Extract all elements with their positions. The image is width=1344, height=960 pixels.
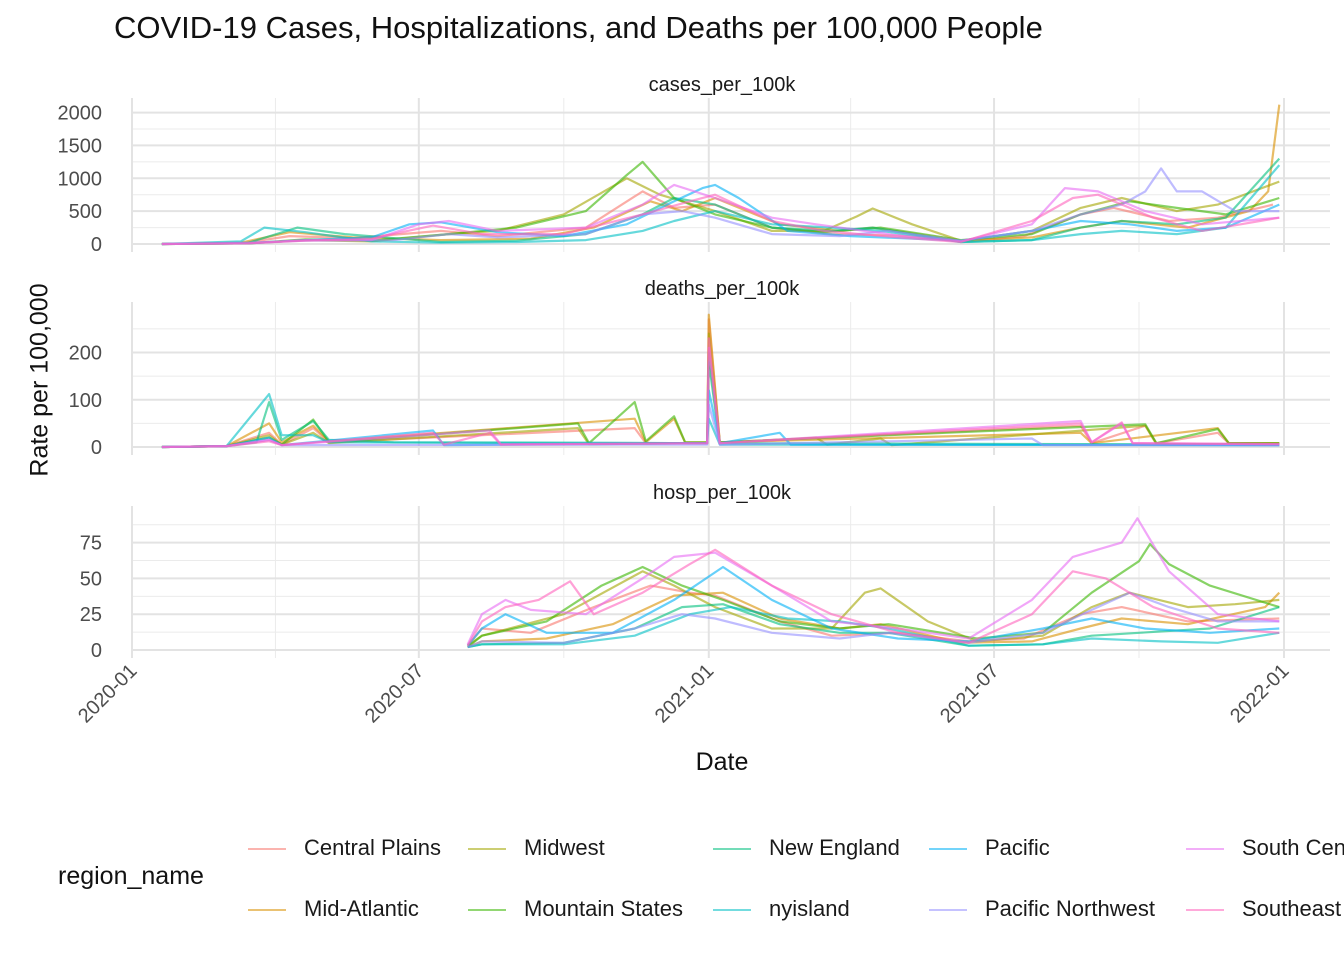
panel-strip-hosp: hosp_per_100k <box>653 482 791 504</box>
x-tick-label: 2020-01 <box>74 660 141 727</box>
legend-swatch <box>1186 909 1224 911</box>
series-line-mountain-states <box>161 351 1280 449</box>
series-line-southeast <box>161 337 1280 449</box>
legend-swatch <box>713 848 751 850</box>
legend-label: Southeast <box>1242 896 1342 921</box>
legend-swatch <box>468 848 506 850</box>
legend-label: Pacific Northwest <box>985 896 1155 921</box>
series-line-new-england <box>161 360 1280 449</box>
legend-swatch <box>713 909 751 911</box>
legend-swatch <box>929 909 967 911</box>
panel-hosp_per_100k: 0 25 50 75 <box>80 506 1330 662</box>
y-tick-label: 500 <box>69 201 102 223</box>
series-line-nyisland <box>161 393 1280 449</box>
series-line-south-cen <box>161 346 1280 449</box>
legend-swatch <box>929 848 967 850</box>
series-line-south-cen <box>466 517 1280 645</box>
y-tick-label: 1000 <box>58 168 103 190</box>
series-line-mountain-states <box>467 542 1280 648</box>
x-tick-label: 2021-07 <box>936 660 1003 727</box>
legend-swatch <box>468 909 506 911</box>
y-tick-label: 200 <box>69 343 102 365</box>
legend-swatch <box>1186 848 1224 850</box>
legend-label: Mountain States <box>524 896 683 921</box>
panel-deaths_per_100k: 0 100 200 <box>69 302 1330 459</box>
y-tick-label: 0 <box>91 437 102 459</box>
y-tick-label: 25 <box>80 604 102 626</box>
y-tick-label: 0 <box>91 640 102 662</box>
x-axis-label: Date <box>695 748 749 776</box>
legend-label: New England <box>769 835 900 860</box>
series-line-pacific-northwest <box>467 591 1280 649</box>
chart-title: COVID-19 Cases, Hospitalizations, and De… <box>114 10 1043 45</box>
legend-label: Mid-Atlantic <box>304 896 419 921</box>
legend-title: region_name <box>58 862 204 890</box>
legend-label: Pacific <box>985 835 1050 860</box>
series-line-pacific-northwest <box>161 167 1280 246</box>
x-tick-label: 2022-01 <box>1226 660 1293 727</box>
panel-cases_per_100k: 0 500 1000 1500 2000 <box>58 98 1330 256</box>
legend-label: nyisland <box>769 896 850 921</box>
y-tick-label: 1500 <box>58 135 103 157</box>
legend-swatch <box>248 848 286 850</box>
series-line-pacific <box>466 565 1280 647</box>
legend-label: Central Plains <box>304 835 441 860</box>
x-tick-label: 2020-07 <box>361 660 428 727</box>
panel-strip-cases: cases_per_100k <box>648 74 796 96</box>
y-tick-label: 75 <box>80 533 102 555</box>
x-tick-label: 2021-01 <box>651 660 718 727</box>
legend-swatch <box>248 909 286 911</box>
series-line-southeast <box>161 193 1280 246</box>
series-line-southeast <box>466 548 1280 647</box>
series-line-mid-atlantic <box>161 313 1280 449</box>
legend-label: Midwest <box>524 835 605 860</box>
panel-strip-deaths: deaths_per_100k <box>644 278 800 300</box>
y-tick-label: 50 <box>80 568 102 590</box>
y-tick-label: 100 <box>69 390 102 412</box>
y-tick-label: 0 <box>91 234 102 256</box>
y-tick-label: 2000 <box>58 103 103 125</box>
series-line-new-england <box>161 157 1281 246</box>
series-line-pacific <box>161 183 1280 246</box>
series-line-nyisland <box>161 164 1281 246</box>
legend-label: South Cen <box>1242 835 1344 860</box>
